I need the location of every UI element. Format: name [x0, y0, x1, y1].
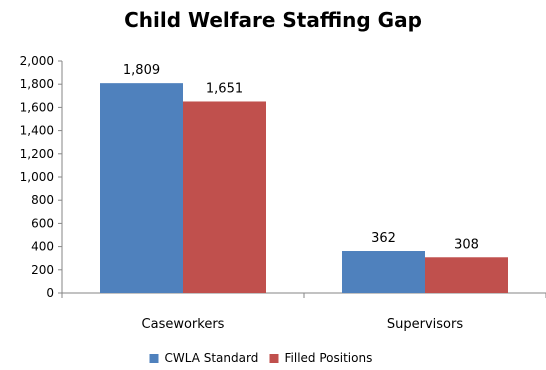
y-tick-label: 0 — [46, 286, 54, 300]
y-tick-label: 400 — [31, 240, 54, 254]
y-tick-label: 800 — [31, 193, 54, 207]
x-category-label: Caseworkers — [142, 317, 225, 332]
y-tick-label: 1,600 — [20, 100, 54, 114]
data-label: 308 — [454, 237, 479, 252]
y-tick-label: 2,000 — [20, 54, 54, 68]
data-label: 362 — [371, 231, 396, 246]
y-tick-label: 1,200 — [20, 147, 54, 161]
y-tick-label: 600 — [31, 216, 54, 230]
bar — [425, 257, 508, 293]
y-tick-label: 1,800 — [20, 77, 54, 91]
legend-swatch — [269, 354, 279, 363]
y-tick-label: 1,000 — [20, 170, 54, 184]
bar — [342, 251, 425, 293]
y-tick-label: 1,400 — [20, 124, 54, 138]
legend-swatch — [149, 354, 159, 363]
chart-title: Child Welfare Staffing Gap — [124, 8, 422, 32]
data-label: 1,651 — [206, 81, 243, 96]
bar — [100, 83, 183, 293]
bar — [183, 101, 266, 293]
legend-label: CWLA Standard — [165, 351, 259, 365]
x-category-label: Supervisors — [387, 317, 463, 332]
legend-label: Filled Positions — [285, 351, 373, 365]
y-tick-label: 200 — [31, 263, 54, 277]
data-label: 1,809 — [123, 63, 160, 78]
